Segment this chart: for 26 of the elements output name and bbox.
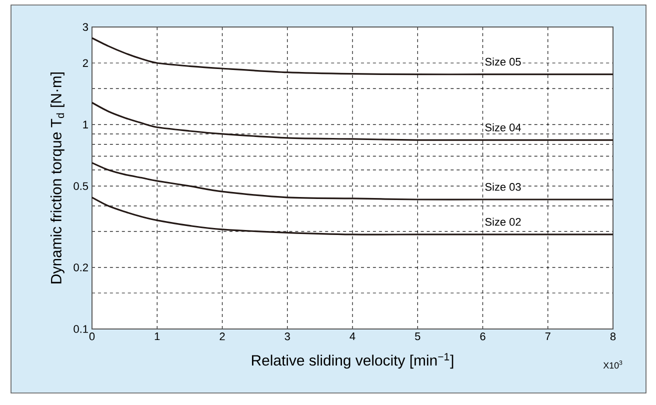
y-tick-label: 2 (82, 59, 88, 67)
x-axis-title: Relative sliding velocity [min$^{−1}$] (252, 353, 454, 369)
x-tick-label: 4 (350, 332, 356, 340)
line-series (91, 196, 614, 236)
line-series (91, 37, 614, 76)
series-label: Size 04 (485, 123, 521, 132)
y-axis-title: Dynamic friction torque T$_{d}$ [N·m] (50, 72, 64, 284)
y-tick-label: 0.5 (74, 182, 88, 190)
x-tick-label: 2 (220, 332, 225, 340)
y-tick-label: 0.2 (74, 264, 88, 272)
series-label: Size 03 (485, 182, 521, 191)
x-tick-label: 3 (284, 332, 290, 340)
x-tick-label: 5 (415, 332, 420, 340)
text: X10$^{3}$ (603, 360, 622, 369)
x-tick-label: 6 (480, 332, 486, 340)
x-tick-label: 8 (610, 332, 616, 340)
series-label: Size 05 (485, 58, 521, 66)
line-series (91, 102, 614, 141)
y-tick-label: 3 (82, 23, 88, 31)
line-series (91, 162, 614, 200)
x-tick-label: 1 (154, 332, 160, 340)
series-label: Size 02 (485, 218, 521, 226)
y-tick-label: 1 (83, 120, 88, 128)
x-tick-label: 7 (545, 332, 550, 340)
y-tick-label: 0.1 (74, 325, 88, 333)
x-tick-label: 0 (89, 332, 95, 340)
